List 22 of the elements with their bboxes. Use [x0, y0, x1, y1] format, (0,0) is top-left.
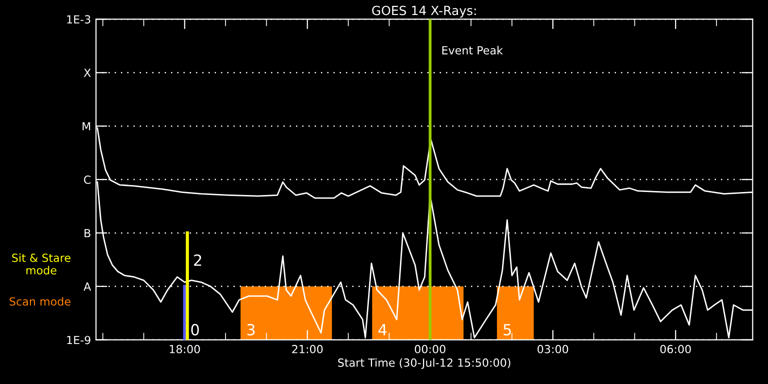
- y-tick-label: C: [84, 175, 91, 184]
- x-tick-label: 21:00: [292, 344, 323, 354]
- text: Scan mode: [10, 297, 70, 306]
- annotation: 2: [194, 254, 202, 266]
- y-tick-label: 1E-3: [67, 15, 90, 24]
- annotation: 3: [247, 324, 255, 336]
- y-tick-label: 1E-9: [67, 336, 90, 344]
- y-tick-label: B: [84, 229, 90, 238]
- x-axis-title: Start Time (30-Jul-12 15:50:00): [338, 358, 510, 369]
- x-tick-label: 03:00: [538, 344, 568, 354]
- y-tick-label: M: [82, 122, 90, 130]
- y-tick-label: X: [84, 68, 91, 77]
- x-tick-label: 00:00: [414, 344, 446, 354]
- chart-title: GOES 14 X-Rays:: [372, 6, 476, 18]
- x-tick-label: 18:00: [170, 344, 200, 354]
- annotation: 0: [191, 324, 199, 336]
- ref-line-label: Event Peak: [442, 46, 503, 54]
- x-tick-label: 06:00: [660, 344, 691, 354]
- text: Sit & Stare mode: [12, 253, 70, 274]
- annotation: 4: [378, 324, 387, 336]
- annotation: 5: [504, 324, 511, 336]
- y-tick-label: A: [84, 282, 92, 291]
